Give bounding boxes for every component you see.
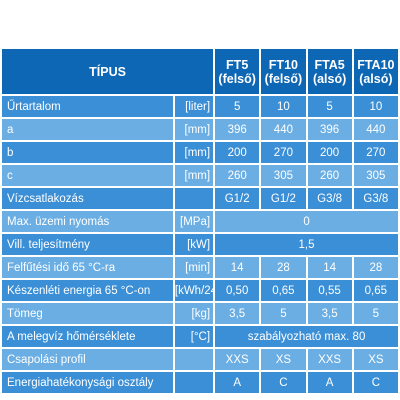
param-label: Vízcsatlakozás — [2, 188, 173, 209]
unit-label — [174, 349, 214, 370]
param-label: Készenléti energia 65 °C-on — [2, 280, 173, 301]
value-cell: G1/2 — [215, 188, 260, 209]
param-label: Csapolási profil — [2, 349, 173, 370]
value-cell: 14 — [215, 257, 260, 278]
spec-table-body: Űrtartalom [liter] 5 10 5 10 a [mm] 396 440 396 440… — [2, 96, 398, 393]
value-cell: XXS — [307, 349, 352, 370]
merged-value: szabályozható max. 80 — [215, 326, 398, 347]
unit-label: [mm] — [174, 165, 214, 186]
value-cell: 5 — [307, 96, 352, 117]
model-header-ft10: FT10 (felső) — [261, 49, 306, 94]
param-label: Energiahatékonysági osztály — [2, 372, 173, 393]
unit-label: [kg] — [174, 303, 214, 324]
value-cell: 305 — [353, 165, 398, 186]
model-position: (felső) — [264, 71, 303, 86]
table-row: Max. üzemi nyomás [MPa] 0 — [2, 211, 398, 232]
unit-label: [liter] — [174, 96, 214, 117]
table-row: c [mm] 260 305 260 305 — [2, 165, 398, 186]
param-label: Űrtartalom — [2, 96, 173, 117]
value-cell: 5 — [353, 303, 398, 324]
value-cell: 440 — [353, 119, 398, 140]
value-cell: A — [307, 372, 352, 393]
value-cell: 28 — [261, 257, 306, 278]
model-position: (alsó) — [359, 71, 393, 86]
param-label: c — [2, 165, 173, 186]
param-label: Vill. teljesítmény — [2, 234, 173, 255]
model-position: (alsó) — [312, 71, 347, 86]
value-cell: 3,5 — [307, 303, 352, 324]
table-row: Készenléti energia 65 °C-on[kWh/24h]0,50… — [2, 280, 398, 301]
unit-label: [MPa] — [174, 211, 214, 232]
model-name: FT5 — [226, 57, 249, 72]
merged-value: 0 — [215, 211, 398, 232]
value-cell: 0,65 — [353, 280, 398, 301]
table-row: Tömeg [kg] 3,5 5 3,5 5 — [2, 303, 398, 324]
value-cell: 396 — [307, 119, 352, 140]
value-cell: G3/8 — [307, 188, 352, 209]
spec-table-container: TÍPUS FT5 (felső) FT10 (felső) FTA5 (als… — [0, 47, 400, 395]
unit-label: [mm] — [174, 119, 214, 140]
table-row: Vill. teljesítmény [kW] 1,5 — [2, 234, 398, 255]
table-row: Vízcsatlakozás G1/2 G1/2 G3/8 G3/8 — [2, 188, 398, 209]
value-cell: 396 — [215, 119, 260, 140]
value-cell: C — [353, 372, 398, 393]
table-row: Űrtartalom [liter] 5 10 5 10 — [2, 96, 398, 117]
unit-label: [kWh/24h] — [174, 280, 214, 301]
table-row: Csapolási profil XXS XS XXS XS — [2, 349, 398, 370]
value-cell: 440 — [261, 119, 306, 140]
value-cell: 10 — [353, 96, 398, 117]
value-cell: 260 — [307, 165, 352, 186]
value-cell: XS — [261, 349, 306, 370]
value-cell: 270 — [261, 142, 306, 163]
value-cell: 200 — [215, 142, 260, 163]
value-cell: 14 — [307, 257, 352, 278]
param-label: a — [2, 119, 173, 140]
param-label: Tömeg — [2, 303, 173, 324]
value-cell: G3/8 — [353, 188, 398, 209]
value-cell: XXS — [215, 349, 260, 370]
param-label: Felfűtési idő 65 °C-ra — [2, 257, 173, 278]
type-header: TÍPUS — [2, 49, 214, 94]
value-cell: 3,5 — [215, 303, 260, 324]
model-header-fta5: FTA5 (alsó) — [307, 49, 352, 94]
unit-label: [°C] — [174, 326, 214, 347]
model-name: FT10 — [268, 57, 298, 72]
param-label: A melegvíz hőmérséklete — [2, 326, 173, 347]
merged-value: 1,5 — [215, 234, 398, 255]
unit-label — [174, 372, 214, 393]
table-row: A melegvíz hőmérséklete [°C] szabályozható… — [2, 326, 398, 347]
param-label: b — [2, 142, 173, 163]
model-name: FTA10 — [357, 57, 395, 72]
value-cell: G1/2 — [261, 188, 306, 209]
value-cell: A — [215, 372, 260, 393]
table-row: Energiahatékonysági osztály A C A C — [2, 372, 398, 393]
header-row: TÍPUS FT5 (felső) FT10 (felső) FTA5 (als… — [2, 49, 398, 94]
model-header-fta10: FTA10 (alsó) — [353, 49, 398, 94]
value-cell: 305 — [261, 165, 306, 186]
value-cell: 28 — [353, 257, 398, 278]
unit-label — [174, 188, 214, 209]
model-header-ft5: FT5 (felső) — [215, 49, 260, 94]
table-row: a [mm] 396 440 396 440 — [2, 119, 398, 140]
unit-label: [mm] — [174, 142, 214, 163]
value-cell: 0,50 — [215, 280, 260, 301]
table-row: b [mm] 200 270 200 270 — [2, 142, 398, 163]
unit-label: [kW] — [174, 234, 214, 255]
param-label: Max. üzemi nyomás — [2, 211, 173, 232]
value-cell: 0,55 — [307, 280, 352, 301]
spec-table: TÍPUS FT5 (felső) FT10 (felső) FTA5 (als… — [0, 47, 400, 395]
value-cell: 0,65 — [261, 280, 306, 301]
value-cell: 260 — [215, 165, 260, 186]
value-cell: XS — [353, 349, 398, 370]
value-cell: C — [261, 372, 306, 393]
value-cell: 5 — [215, 96, 260, 117]
value-cell: 5 — [261, 303, 306, 324]
model-name: FTA5 — [314, 57, 345, 72]
value-cell: 200 — [307, 142, 352, 163]
value-cell: 270 — [353, 142, 398, 163]
model-position: (felső) — [218, 71, 256, 86]
value-cell: 10 — [261, 96, 306, 117]
table-row: Felfűtési idő 65 °C-ra [min] 14 28 14 28 — [2, 257, 398, 278]
unit-label: [min] — [174, 257, 214, 278]
